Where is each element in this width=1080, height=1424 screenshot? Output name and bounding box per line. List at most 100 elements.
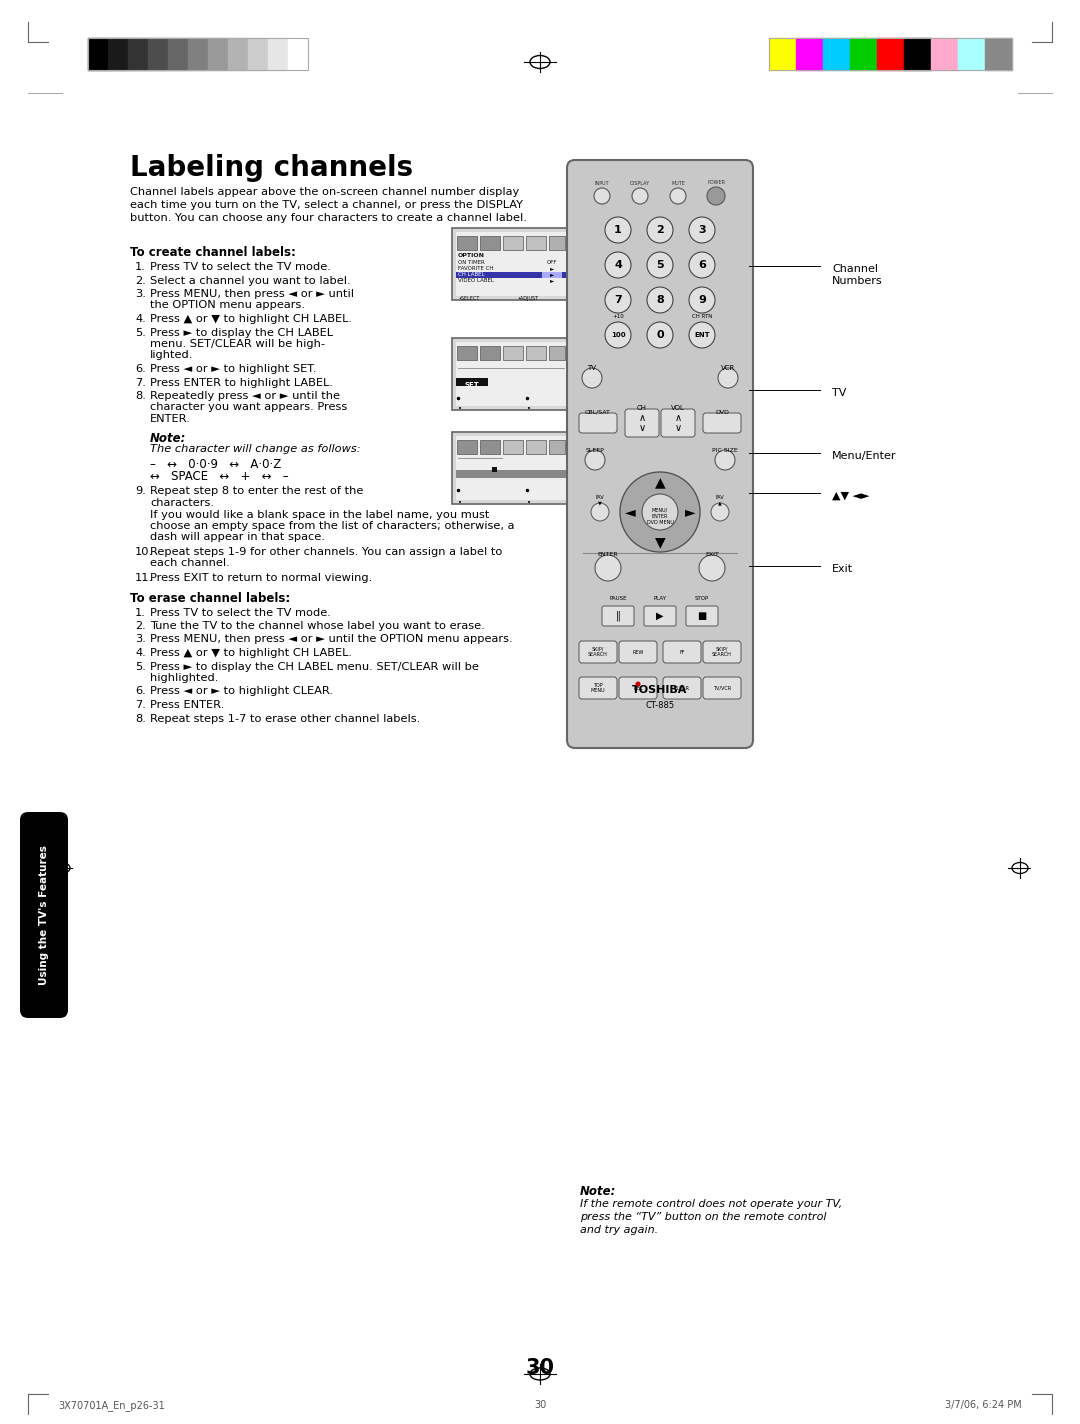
Circle shape <box>605 288 631 313</box>
Bar <box>542 272 562 278</box>
Text: ▲: ▲ <box>654 476 665 488</box>
Text: CBL/SAT: CBL/SAT <box>585 410 611 414</box>
Bar <box>823 38 850 70</box>
Text: Repeat steps 1-7 to erase other channel labels.: Repeat steps 1-7 to erase other channel … <box>150 713 420 723</box>
Text: FF: FF <box>679 649 685 655</box>
Text: ∧: ∧ <box>674 413 681 423</box>
Text: 6.: 6. <box>135 365 146 375</box>
Circle shape <box>647 216 673 244</box>
Text: ►: ► <box>550 272 554 278</box>
Text: VIDEO LABEL: VIDEO LABEL <box>458 278 494 283</box>
Text: 4.: 4. <box>135 648 146 658</box>
Bar <box>87 38 308 70</box>
Text: Press ENTER.: Press ENTER. <box>150 701 225 711</box>
Text: 8.: 8. <box>135 392 146 402</box>
Text: 5.: 5. <box>135 662 146 672</box>
Text: 1.: 1. <box>135 608 146 618</box>
FancyBboxPatch shape <box>567 159 753 748</box>
Text: Press ► to display the CH LABEL menu. SET/CLEAR will be: Press ► to display the CH LABEL menu. SE… <box>150 662 478 672</box>
Text: •: • <box>458 406 462 412</box>
Text: OPTION: OPTION <box>458 253 485 258</box>
Text: FAV
▲: FAV ▲ <box>716 494 725 506</box>
Text: 9: 9 <box>698 295 706 305</box>
FancyBboxPatch shape <box>602 607 634 627</box>
Circle shape <box>718 367 738 387</box>
Text: •: • <box>527 406 531 412</box>
Bar <box>549 440 565 454</box>
Text: VOL: VOL <box>671 404 685 412</box>
Text: Press TV to select the TV mode.: Press TV to select the TV mode. <box>150 608 330 618</box>
Text: •ADJUST: •ADJUST <box>517 296 538 300</box>
Text: ▶: ▶ <box>657 611 664 621</box>
Bar <box>456 436 566 500</box>
Text: Press ▲ or ▼ to highlight CH LABEL.: Press ▲ or ▼ to highlight CH LABEL. <box>150 648 352 658</box>
Text: Menu/Enter: Menu/Enter <box>832 451 896 461</box>
Bar <box>549 236 565 251</box>
Text: TV: TV <box>832 387 847 397</box>
Bar <box>456 377 488 386</box>
Text: Select a channel you want to label.: Select a channel you want to label. <box>150 275 351 285</box>
Bar <box>769 38 796 70</box>
FancyBboxPatch shape <box>579 413 617 433</box>
Circle shape <box>642 494 678 530</box>
Bar <box>796 38 823 70</box>
Text: DISPLAY: DISPLAY <box>630 181 650 187</box>
Bar <box>492 467 497 471</box>
Text: Exit: Exit <box>832 564 853 574</box>
Text: MUTE: MUTE <box>671 181 685 187</box>
Text: character you want appears. Press: character you want appears. Press <box>150 403 348 413</box>
Circle shape <box>605 216 631 244</box>
Text: 5: 5 <box>657 261 664 271</box>
Bar <box>456 232 566 296</box>
Text: ENT: ENT <box>694 332 710 337</box>
Text: 30: 30 <box>534 1400 546 1410</box>
Text: To erase channel labels:: To erase channel labels: <box>130 591 291 605</box>
Text: If you would like a blank space in the label name, you must: If you would like a blank space in the l… <box>150 510 489 520</box>
Text: 6.: 6. <box>135 686 146 696</box>
FancyBboxPatch shape <box>619 641 657 664</box>
Text: TV: TV <box>588 365 596 372</box>
Text: ∧: ∧ <box>638 413 646 423</box>
Circle shape <box>670 188 686 204</box>
Text: ■: ■ <box>698 611 706 621</box>
FancyBboxPatch shape <box>661 409 696 437</box>
Text: POWER: POWER <box>707 179 725 185</box>
Circle shape <box>711 503 729 521</box>
Text: ENTER.: ENTER. <box>150 414 191 424</box>
Circle shape <box>605 252 631 278</box>
Circle shape <box>620 471 700 553</box>
Text: 30: 30 <box>526 1358 554 1378</box>
Text: STOP: STOP <box>694 595 710 601</box>
Bar <box>456 470 566 478</box>
Text: Channel
Numbers: Channel Numbers <box>832 263 882 286</box>
Text: EXIT: EXIT <box>705 551 719 557</box>
Text: 10.: 10. <box>135 547 153 557</box>
FancyBboxPatch shape <box>703 676 741 699</box>
Text: PAUSE: PAUSE <box>609 595 626 601</box>
Circle shape <box>689 216 715 244</box>
Text: TOSHIBA: TOSHIBA <box>632 685 688 695</box>
Text: ►: ► <box>685 506 696 518</box>
Circle shape <box>647 322 673 347</box>
Bar <box>503 346 523 360</box>
Text: 3.: 3. <box>135 635 146 645</box>
Text: ∨: ∨ <box>674 423 681 433</box>
FancyBboxPatch shape <box>663 641 701 664</box>
Text: CH LABEL: CH LABEL <box>458 272 485 278</box>
Text: lighted.: lighted. <box>150 350 193 360</box>
Text: ∨: ∨ <box>638 423 646 433</box>
FancyBboxPatch shape <box>579 641 617 664</box>
FancyBboxPatch shape <box>663 676 701 699</box>
Bar <box>904 38 931 70</box>
Text: 6: 6 <box>698 261 706 271</box>
Bar <box>877 38 904 70</box>
Text: 3: 3 <box>698 225 706 235</box>
Text: Note:: Note: <box>150 431 187 444</box>
FancyBboxPatch shape <box>21 812 68 1018</box>
Circle shape <box>594 188 610 204</box>
Text: OFF: OFF <box>546 261 557 265</box>
Text: Press TV to select the TV mode.: Press TV to select the TV mode. <box>150 262 330 272</box>
Text: SKIP/
SEARCH: SKIP/ SEARCH <box>712 646 732 658</box>
Text: highlighted.: highlighted. <box>150 674 218 684</box>
Text: PIC SIZE: PIC SIZE <box>712 447 738 453</box>
